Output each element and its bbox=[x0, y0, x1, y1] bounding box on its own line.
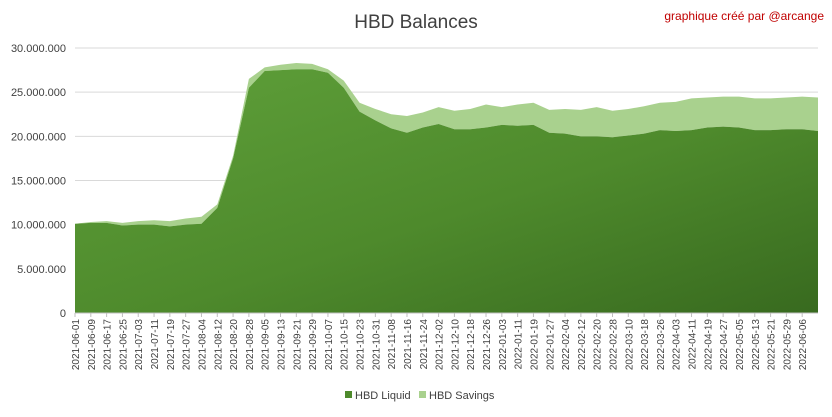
y-tick-label: 20.000.000 bbox=[11, 131, 66, 143]
chart-title: HBD Balances bbox=[354, 12, 478, 33]
x-tick-label: 2021-06-25 bbox=[118, 319, 129, 371]
chart-credit: graphique créé par @arcange bbox=[664, 9, 824, 23]
x-tick-label: 2021-10-31 bbox=[371, 319, 382, 371]
x-tick-label: 2021-09-13 bbox=[277, 319, 288, 371]
x-tick-label: 2021-11-16 bbox=[403, 319, 414, 370]
x-tick-label: 2021-08-28 bbox=[245, 319, 256, 371]
x-tick-label: 2022-04-27 bbox=[719, 319, 730, 371]
x-tick-label: 2021-12-10 bbox=[450, 319, 461, 371]
y-tick-label: 30.000.000 bbox=[11, 43, 66, 55]
series-area-hbd-liquid bbox=[75, 69, 818, 313]
x-tick-label: 2022-04-03 bbox=[672, 319, 683, 371]
x-tick-label: 2022-05-29 bbox=[782, 319, 793, 371]
x-tick-label: 2021-08-12 bbox=[213, 319, 224, 371]
legend-label: HBD Liquid bbox=[355, 390, 411, 402]
x-tick-label: 2022-02-20 bbox=[593, 319, 604, 371]
x-tick-label: 2022-06-06 bbox=[798, 319, 809, 371]
x-tick-label: 2022-04-19 bbox=[703, 319, 714, 371]
x-tick-label: 2022-05-13 bbox=[751, 319, 762, 371]
legend-label: HBD Savings bbox=[429, 390, 495, 402]
x-tick-label: 2021-06-17 bbox=[103, 319, 114, 371]
series-areas bbox=[75, 63, 818, 313]
x-tick-label: 2022-05-05 bbox=[735, 319, 746, 371]
legend-swatch bbox=[419, 391, 426, 398]
y-tick-label: 15.000.000 bbox=[11, 176, 66, 188]
x-tick-label: 2022-02-04 bbox=[561, 319, 572, 371]
x-tick-label: 2021-11-08 bbox=[387, 319, 398, 370]
x-tick-label: 2022-01-27 bbox=[545, 319, 556, 371]
x-tick-label: 2021-10-07 bbox=[324, 319, 335, 371]
legend: HBD Liquid HBD Savings bbox=[345, 390, 495, 402]
x-tick-label: 2021-08-20 bbox=[229, 319, 240, 371]
x-axis-ticks: 2021-06-01 2021-06-09 2021-06-17 2021-06-25… bbox=[71, 313, 809, 370]
x-tick-label: 2021-07-03 bbox=[134, 319, 145, 371]
x-tick-label: 2021-06-09 bbox=[87, 319, 98, 371]
y-axis-ticks: 0 5.000.000 10.000.000 15.000.000 20.000.000… bbox=[11, 43, 66, 320]
x-tick-label: 2021-07-19 bbox=[166, 319, 177, 371]
x-tick-label: 2021-09-21 bbox=[292, 319, 303, 371]
x-tick-label: 2022-02-28 bbox=[608, 319, 619, 371]
x-tick-label: 2022-02-12 bbox=[577, 319, 588, 371]
x-tick-label: 2021-09-05 bbox=[261, 319, 272, 371]
x-tick-label: 2022-05-21 bbox=[767, 319, 778, 371]
y-tick-label: 25.000.000 bbox=[11, 87, 66, 99]
x-tick-label: 2022-03-10 bbox=[624, 319, 635, 371]
x-tick-label: 2022-03-18 bbox=[640, 319, 651, 371]
x-tick-label: 2021-10-23 bbox=[356, 319, 367, 371]
x-tick-label: 2021-08-04 bbox=[197, 319, 208, 371]
x-tick-label: 2021-12-26 bbox=[482, 319, 493, 371]
x-tick-label: 2021-12-02 bbox=[435, 319, 446, 371]
x-tick-label: 2021-10-15 bbox=[340, 319, 351, 371]
legend-swatch bbox=[345, 391, 352, 398]
y-tick-label: 10.000.000 bbox=[11, 220, 66, 232]
x-tick-label: 2021-07-27 bbox=[182, 319, 193, 371]
x-tick-label: 2021-11-24 bbox=[419, 319, 430, 370]
x-tick-label: 2021-07-11 bbox=[150, 319, 161, 370]
x-tick-label: 2021-06-01 bbox=[71, 319, 82, 371]
y-tick-label: 5.000.000 bbox=[17, 264, 66, 276]
x-tick-label: 2021-09-29 bbox=[308, 319, 319, 371]
x-tick-label: 2021-12-18 bbox=[466, 319, 477, 371]
y-tick-label: 0 bbox=[60, 308, 66, 320]
x-tick-label: 2022-01-19 bbox=[529, 319, 540, 371]
x-tick-label: 2022-03-26 bbox=[656, 319, 667, 371]
x-tick-label: 2022-04-11 bbox=[688, 319, 699, 370]
x-tick-label: 2022-01-03 bbox=[498, 319, 509, 371]
x-tick-label: 2022-01-11 bbox=[514, 319, 525, 370]
